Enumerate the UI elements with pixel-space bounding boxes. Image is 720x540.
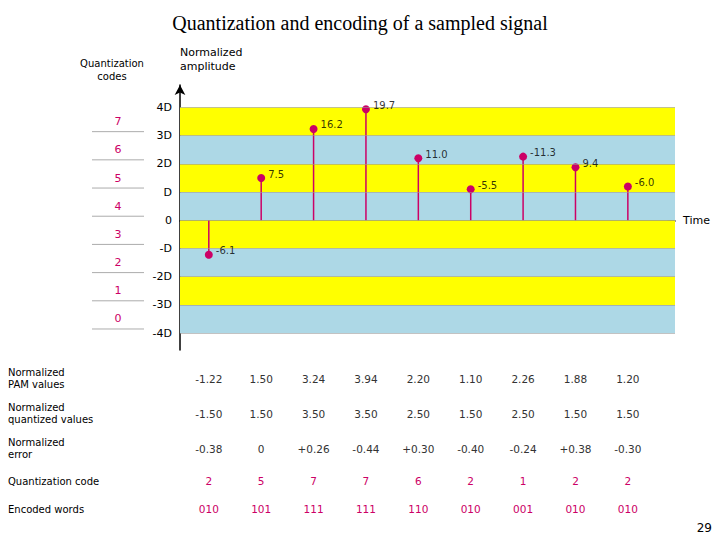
- svg-text:6: 6: [415, 475, 422, 487]
- svg-text:-0.24: -0.24: [510, 443, 537, 455]
- svg-text:3D: 3D: [157, 129, 172, 142]
- svg-text:-1.50: -1.50: [195, 408, 222, 420]
- svg-text:7: 7: [363, 475, 370, 487]
- svg-text:5: 5: [115, 172, 122, 185]
- svg-text:-5.5: -5.5: [478, 180, 498, 191]
- svg-text:Quantization code: Quantization code: [8, 476, 99, 487]
- svg-text:1.20: 1.20: [616, 373, 639, 385]
- svg-text:010: 010: [565, 503, 585, 515]
- svg-text:+0.30: +0.30: [402, 443, 434, 455]
- svg-text:2.26: 2.26: [511, 373, 535, 385]
- svg-text:2: 2: [625, 475, 632, 487]
- svg-text:2: 2: [205, 475, 212, 487]
- svg-text:0: 0: [258, 443, 265, 455]
- svg-text:-0.38: -0.38: [195, 443, 222, 455]
- svg-text:2: 2: [467, 475, 474, 487]
- svg-text:1.88: 1.88: [564, 373, 587, 385]
- svg-text:Time: Time: [682, 214, 710, 227]
- svg-text:3.24: 3.24: [302, 373, 326, 385]
- svg-text:2D: 2D: [157, 157, 172, 170]
- svg-text:1.50: 1.50: [564, 408, 587, 420]
- svg-text:-0.44: -0.44: [352, 443, 379, 455]
- svg-text:-1.22: -1.22: [195, 373, 222, 385]
- svg-text:-4D: -4D: [153, 327, 172, 340]
- svg-text:1.50: 1.50: [249, 408, 272, 420]
- svg-text:Normalized: Normalized: [180, 46, 242, 59]
- svg-text:1.50: 1.50: [459, 408, 482, 420]
- svg-text:0: 0: [115, 312, 122, 325]
- svg-text:Normalized: Normalized: [8, 402, 65, 413]
- svg-text:D: D: [164, 186, 172, 199]
- svg-text:codes: codes: [97, 71, 126, 82]
- svg-text:4: 4: [115, 200, 122, 213]
- svg-text:010: 010: [618, 503, 638, 515]
- svg-text:0: 0: [165, 214, 172, 227]
- svg-text:110: 110: [408, 503, 428, 515]
- svg-text:29: 29: [697, 521, 712, 535]
- svg-text:4D: 4D: [157, 101, 172, 114]
- svg-text:5: 5: [258, 475, 265, 487]
- svg-text:2: 2: [572, 475, 579, 487]
- svg-text:111: 111: [356, 503, 376, 515]
- svg-text:Normalized: Normalized: [8, 437, 65, 448]
- svg-text:Quantization and encoding of a: Quantization and encoding of a sampled s…: [172, 12, 548, 35]
- svg-text:+0.26: +0.26: [297, 443, 329, 455]
- svg-text:3.94: 3.94: [354, 373, 378, 385]
- svg-text:2.50: 2.50: [511, 408, 534, 420]
- svg-text:111: 111: [304, 503, 324, 515]
- svg-text:2.50: 2.50: [407, 408, 430, 420]
- svg-text:Encoded words: Encoded words: [8, 504, 84, 515]
- svg-text:9.4: 9.4: [582, 158, 598, 169]
- svg-text:101: 101: [251, 503, 271, 515]
- svg-text:+0.38: +0.38: [559, 443, 591, 455]
- svg-text:quantized values: quantized values: [8, 414, 93, 425]
- svg-text:-0.40: -0.40: [457, 443, 484, 455]
- svg-text:amplitude: amplitude: [180, 60, 236, 73]
- svg-text:19.7: 19.7: [373, 100, 395, 111]
- svg-text:3.50: 3.50: [354, 408, 377, 420]
- svg-text:1: 1: [520, 475, 527, 487]
- svg-text:1.10: 1.10: [459, 373, 482, 385]
- svg-text:11.0: 11.0: [425, 149, 447, 160]
- svg-text:-6.0: -6.0: [635, 177, 655, 188]
- svg-text:3.50: 3.50: [302, 408, 325, 420]
- svg-text:-3D: -3D: [153, 298, 172, 311]
- svg-text:error: error: [8, 449, 33, 460]
- svg-text:-6.1: -6.1: [216, 245, 236, 256]
- svg-text:PAM values: PAM values: [8, 379, 65, 390]
- svg-text:-0.30: -0.30: [614, 443, 641, 455]
- svg-text:7.5: 7.5: [268, 169, 284, 180]
- svg-text:3: 3: [115, 228, 122, 241]
- svg-text:16.2: 16.2: [321, 119, 343, 130]
- svg-text:2.20: 2.20: [407, 373, 430, 385]
- svg-text:1.50: 1.50: [249, 373, 272, 385]
- svg-text:Normalized: Normalized: [8, 367, 65, 378]
- svg-text:7: 7: [115, 115, 122, 128]
- svg-text:1: 1: [115, 284, 122, 297]
- svg-text:001: 001: [513, 503, 533, 515]
- svg-text:-D: -D: [160, 242, 172, 255]
- svg-text:010: 010: [461, 503, 481, 515]
- svg-text:1.50: 1.50: [616, 408, 639, 420]
- svg-text:-11.3: -11.3: [530, 147, 556, 158]
- svg-text:Quantization: Quantization: [80, 58, 144, 69]
- svg-text:010: 010: [199, 503, 219, 515]
- svg-text:6: 6: [115, 143, 122, 156]
- svg-text:7: 7: [310, 475, 317, 487]
- svg-text:-2D: -2D: [153, 270, 172, 283]
- svg-text:2: 2: [115, 256, 122, 269]
